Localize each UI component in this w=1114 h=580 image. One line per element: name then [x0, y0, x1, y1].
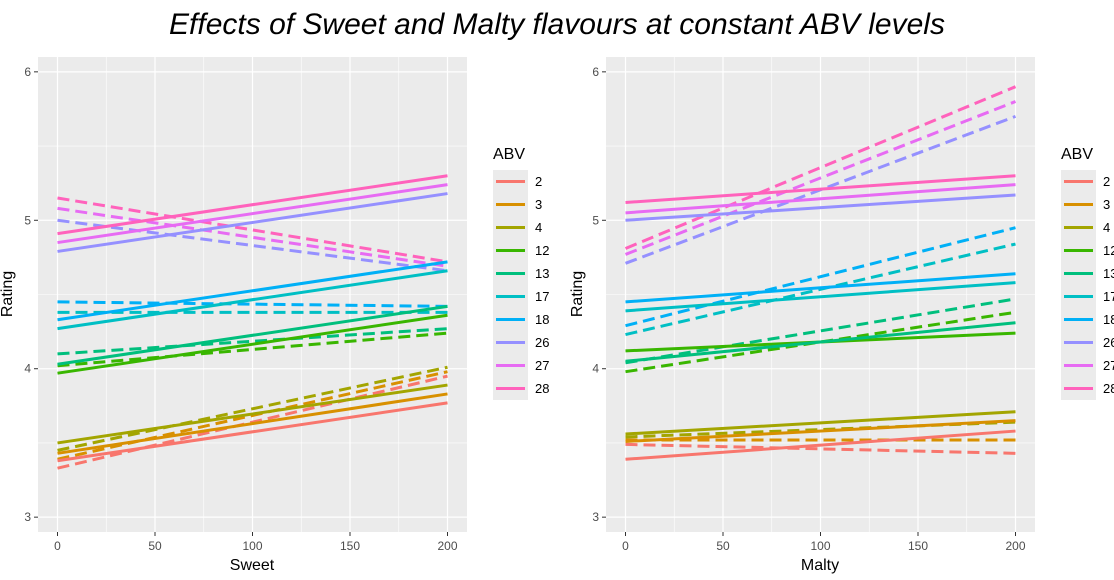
x-axis-title: Sweet — [230, 557, 275, 574]
y-tick-label: 3 — [592, 510, 599, 524]
legend-label-abv-17: 17 — [1103, 289, 1114, 304]
dashed-line-abv-13 — [57, 327, 448, 356]
dashed-line-abv-26 — [57, 218, 448, 273]
dashed-line-abv-2 — [625, 442, 1016, 455]
dashed-line-abv-4 — [57, 365, 448, 452]
legend-label-abv-28: 28 — [535, 381, 549, 396]
chart-title: Effects of Sweet and Malty flavours at c… — [169, 8, 945, 41]
solid-line-abv-27 — [57, 183, 448, 245]
y-tick-label: 6 — [24, 65, 31, 79]
solid-line-abv-4 — [625, 410, 1016, 436]
legend-label-abv-13: 13 — [535, 266, 549, 281]
y-tick-label: 6 — [592, 65, 599, 79]
x-tick-label: 0 — [54, 539, 61, 553]
x-tick-label: 100 — [810, 539, 830, 553]
solid-line-abv-4 — [57, 383, 448, 445]
dashed-line-abv-12 — [625, 310, 1016, 374]
legend-title: ABV — [1061, 146, 1093, 163]
y-tick-label: 5 — [592, 213, 599, 227]
solid-line-abv-17 — [625, 281, 1016, 313]
malty-panel: 0 50 100 150 200 3 4 5 6 Malty Rating ABV 2 3 4 12 13 17 1… — [569, 57, 1114, 574]
x-tick-label: 200 — [437, 539, 457, 553]
dashed-line-abv-28 — [57, 196, 448, 264]
x-tick-label: 150 — [908, 539, 928, 553]
legend-label-abv-2: 2 — [535, 174, 542, 189]
dashed-line-abv-27 — [57, 206, 448, 268]
dashed-line-abv-13 — [625, 297, 1016, 365]
legend-label-abv-2: 2 — [1103, 174, 1110, 189]
y-tick-label: 4 — [592, 362, 599, 376]
legend-label-abv-4: 4 — [1103, 220, 1110, 235]
legend-label-abv-28: 28 — [1103, 381, 1114, 396]
solid-line-abv-17 — [57, 269, 448, 331]
x-tick-label: 200 — [1005, 539, 1025, 553]
solid-line-abv-2 — [57, 401, 448, 463]
x-tick-label: 50 — [716, 539, 730, 553]
legend-label-abv-26: 26 — [1103, 335, 1114, 350]
dashed-line-abv-18 — [57, 300, 448, 308]
y-tick-label: 3 — [24, 510, 31, 524]
dashed-line-abv-12 — [57, 331, 448, 368]
legend-label-abv-18: 18 — [1103, 312, 1114, 327]
legend-label-abv-4: 4 — [535, 220, 542, 235]
dashed-line-abv-28 — [624, 85, 1017, 250]
solid-line-abv-26 — [57, 192, 448, 253]
legend-label-abv-26: 26 — [535, 335, 549, 350]
x-tick-label: 150 — [340, 539, 360, 553]
legend-label-abv-3: 3 — [1103, 197, 1110, 212]
solid-line-abv-27 — [625, 183, 1016, 215]
solid-line-abv-2 — [625, 429, 1016, 461]
legend-label-abv-27: 27 — [535, 358, 549, 373]
legend-label-abv-12: 12 — [1103, 243, 1114, 258]
dashed-line-abv-27 — [624, 100, 1017, 256]
solid-line-abv-3 — [625, 419, 1016, 443]
solid-line-abv-12 — [57, 313, 448, 375]
y-tick-label: 5 — [24, 213, 31, 227]
solid-line-abv-26 — [625, 193, 1016, 222]
legend-label-abv-18: 18 — [535, 312, 549, 327]
x-tick-label: 100 — [242, 539, 262, 553]
solid-line-abv-13 — [57, 304, 448, 366]
solid-line-abv-28 — [625, 174, 1016, 204]
legend-label-abv-17: 17 — [535, 289, 549, 304]
legend-label-abv-13: 13 — [1103, 266, 1114, 281]
legend-label-abv-27: 27 — [1103, 358, 1114, 373]
x-axis-title: Malty — [801, 557, 839, 574]
legend-label-abv-12: 12 — [535, 243, 549, 258]
y-axis-title: Rating — [0, 271, 16, 317]
legend-label-abv-3: 3 — [535, 197, 542, 212]
legend-title: ABV — [493, 146, 525, 163]
x-tick-label: 0 — [622, 539, 629, 553]
y-tick-label: 4 — [24, 362, 31, 376]
solid-line-abv-3 — [57, 392, 448, 455]
solid-line-abv-18 — [625, 272, 1016, 304]
dashed-line-abv-18 — [625, 226, 1016, 328]
solid-line-abv-18 — [57, 260, 448, 322]
sweet-panel: 0 50 100 150 200 3 4 5 6 Sweet Rating ABV 2 3 4 12 13 17 1… — [0, 57, 549, 574]
solid-line-abv-28 — [57, 174, 448, 236]
x-tick-label: 50 — [148, 539, 162, 553]
solid-line-abv-13 — [625, 321, 1016, 363]
y-axis-title: Rating — [569, 271, 586, 317]
